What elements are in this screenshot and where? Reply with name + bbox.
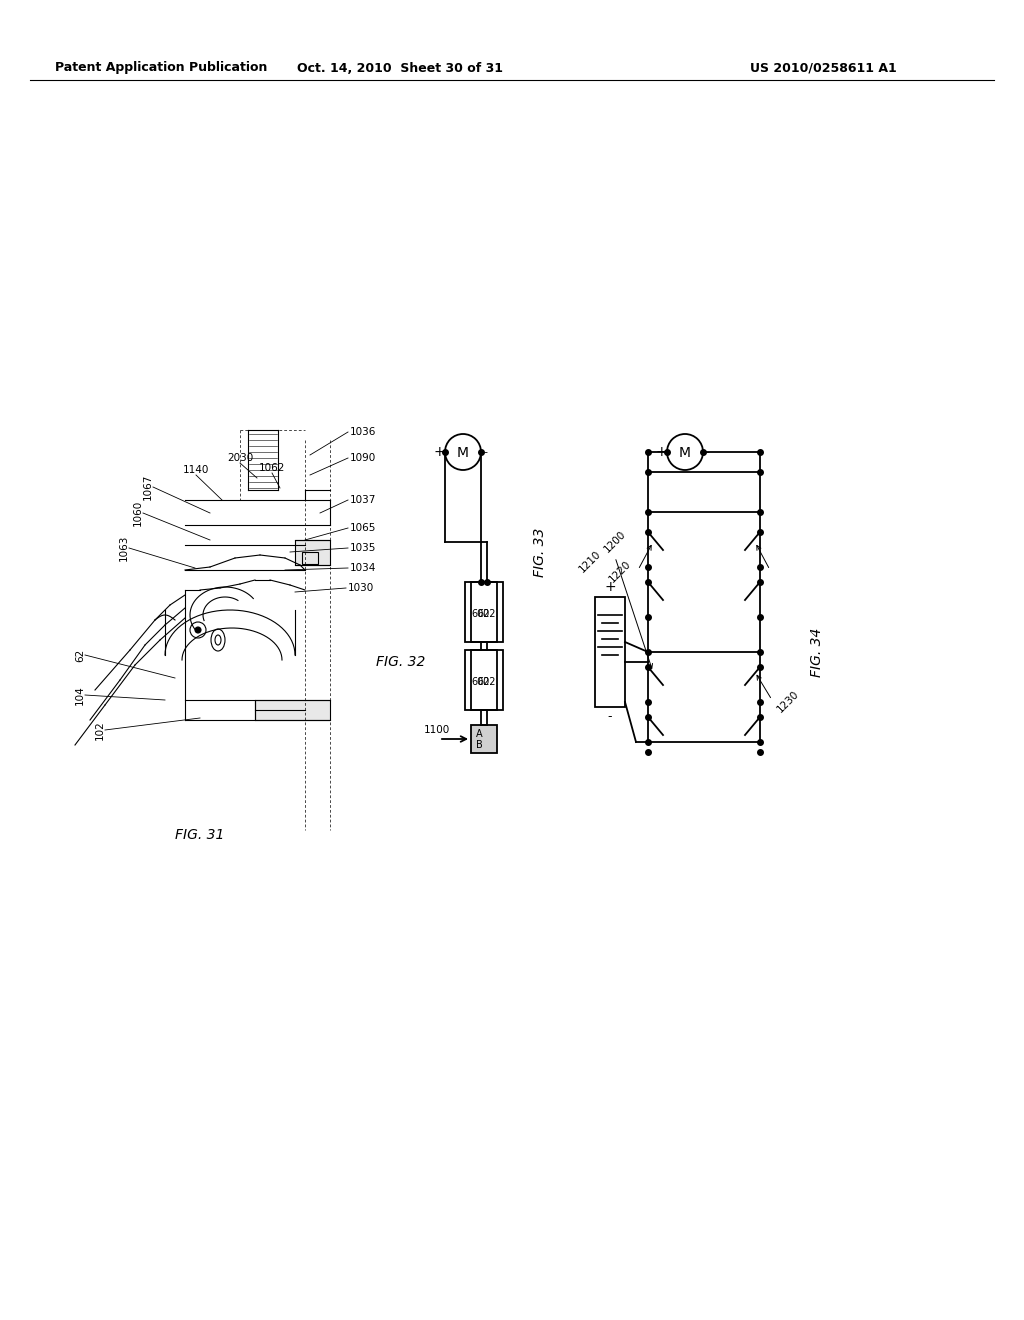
Text: 1034: 1034 [350,564,377,573]
Bar [295,540,330,565]
Text: 102: 102 [95,721,105,741]
Bar [471,725,497,752]
Text: +: + [604,579,615,594]
Text: 1090: 1090 [350,453,376,463]
Text: 1036: 1036 [350,426,377,437]
Text: 1062: 1062 [259,463,286,473]
Text: 1100: 1100 [424,725,451,735]
Text: 602: 602 [478,609,497,619]
Text: -: - [608,710,612,723]
Bar [465,649,497,710]
Text: 1060: 1060 [133,500,143,527]
Bar [595,597,625,708]
Text: 1035: 1035 [350,543,377,553]
Text: A: A [476,729,482,739]
Text: Patent Application Publication: Patent Application Publication [55,62,267,74]
Text: 1030: 1030 [348,583,374,593]
Text: FIG. 32: FIG. 32 [376,655,426,669]
Bar [465,582,497,642]
Text: 1220: 1220 [607,560,633,585]
Text: 104: 104 [75,685,85,705]
Text: M: M [679,446,691,459]
Text: B: B [475,741,482,750]
Text: 1140: 1140 [183,465,209,475]
Text: 1210: 1210 [578,549,603,576]
Text: 2030: 2030 [227,453,253,463]
Text: 1067: 1067 [143,474,153,500]
Bar [471,649,503,710]
Text: 1037: 1037 [350,495,377,506]
Text: -: - [483,447,487,457]
Text: M: M [457,446,469,459]
Text: 1063: 1063 [119,535,129,561]
Bar [302,552,318,564]
Text: +: + [433,445,444,459]
Text: 62: 62 [75,648,85,661]
Text: 1200: 1200 [602,529,628,554]
Text: +: + [655,445,667,459]
Text: FIG. 34: FIG. 34 [810,627,824,677]
Text: US 2010/0258611 A1: US 2010/0258611 A1 [750,62,897,74]
Text: 1065: 1065 [350,523,377,533]
Text: 602: 602 [478,677,497,686]
Circle shape [195,627,201,634]
Text: 602: 602 [472,677,490,686]
Bar [255,700,330,719]
Text: FIG. 33: FIG. 33 [534,527,547,577]
Text: 1230: 1230 [775,689,801,715]
Text: FIG. 31: FIG. 31 [175,828,224,842]
Text: 602: 602 [472,609,490,619]
Text: -: - [705,447,709,457]
Bar [471,582,503,642]
Text: Oct. 14, 2010  Sheet 30 of 31: Oct. 14, 2010 Sheet 30 of 31 [297,62,503,74]
